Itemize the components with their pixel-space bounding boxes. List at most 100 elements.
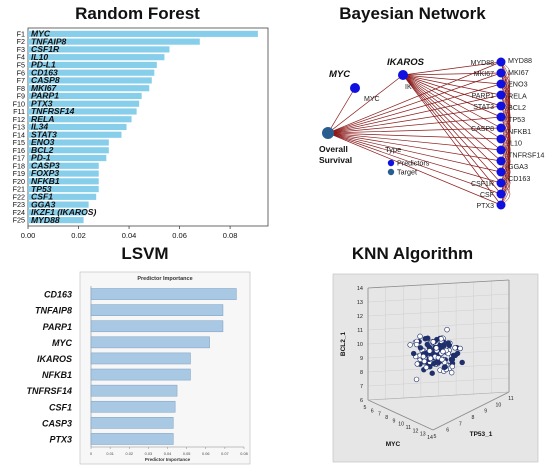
rf-bar [28, 217, 84, 224]
rf-code-label: F20 [13, 177, 25, 186]
lsvm-plot-bg [79, 271, 251, 465]
knn-point [410, 350, 417, 357]
rf-gene-label: MYD88 [31, 215, 60, 225]
rf-code-label: F18 [13, 161, 25, 170]
bn-legend-label: Target [397, 168, 417, 177]
bn-ikaros-label: IK [405, 84, 412, 91]
bn-edge [402, 74, 502, 184]
bn-node-label: PTX3 [476, 203, 494, 210]
lsvm-gene-label: TNFRSF14 [26, 386, 72, 396]
knn-tp53-tick-label: 9 [484, 409, 487, 415]
bn-predictor-node [496, 145, 506, 155]
rf-gene-label: TNFAIP8 [31, 36, 67, 46]
knn-ztick-label: 10 [357, 342, 363, 348]
knn-point [423, 364, 429, 371]
bn-edge [402, 74, 502, 140]
lsvm-chart: Predictor Importance CD163 TNFAIP8 PARP1 MYC… [26, 271, 251, 465]
bn-predictor-node [496, 112, 506, 122]
rf-code-label: F25 [13, 216, 25, 225]
knn-tp53-tick-label: 7 [459, 421, 462, 427]
lsvm-panel: LSVM Predictor Importance CD163 TNFAIP8 PAR… [0, 240, 275, 470]
rf-gene-label: BCL2 [31, 145, 54, 155]
bn-node-label: TP53 [508, 115, 525, 124]
rf-gene-label: MYC [31, 29, 51, 39]
rf-code-label: F6 [17, 68, 25, 77]
bn-edge [327, 87, 356, 134]
lsvm-bar [90, 352, 191, 365]
bn-predictor-node [496, 156, 506, 166]
bn-edge [327, 74, 404, 134]
rf-bar [28, 209, 87, 216]
rf-code-label: F10 [13, 99, 25, 108]
rf-code-label: F24 [13, 208, 25, 217]
rf-gene-label: CSF1R [31, 44, 60, 54]
lsvm-bar [90, 288, 237, 300]
rf-code-label: F15 [13, 138, 25, 147]
knn-point [427, 355, 434, 362]
knn-point [413, 376, 420, 383]
rf-gene-label: CSF1 [31, 192, 53, 202]
knn-title: KNN Algorithm [351, 244, 474, 263]
bn-node-label: MYD88 [471, 60, 494, 67]
bn-edge [402, 74, 502, 118]
lsvm-bar [90, 400, 176, 413]
rf-bar [28, 147, 109, 154]
knn-point [414, 361, 420, 367]
rf-bar [28, 38, 200, 45]
rf-gene-label: CASP3 [31, 160, 60, 170]
bn-edge [327, 132, 502, 184]
knn-xlabel: MYC [386, 441, 401, 448]
rf-code-label: F8 [17, 84, 25, 93]
rf-code-label: F13 [13, 123, 25, 132]
knn-point [452, 345, 458, 351]
lsvm-gene-label: CD163 [44, 290, 72, 300]
knn-zlabel: BCL2_1 [340, 332, 347, 357]
rf-bar [28, 30, 258, 37]
rf-xtick-label: 0.06 [172, 231, 187, 240]
bn-predictor-node [496, 101, 506, 111]
rf-bar [28, 85, 150, 92]
bayesian-network-panel: Bayesian Network MYD88 MKI67 PARP1 STAT3 CAS… [275, 0, 550, 240]
bn-edge [327, 132, 502, 206]
bn-edge [327, 105, 502, 134]
rf-gene-label: PD-1 [31, 153, 51, 163]
bn-target-label: Overall [319, 144, 348, 154]
knn-myc-tick-label: 9 [392, 418, 395, 424]
bn-edge [402, 74, 502, 151]
bn-predictor-node [496, 57, 506, 67]
rf-bar [28, 162, 99, 169]
bn-edge [402, 74, 502, 107]
knn-tp53-tick-label: 10 [495, 402, 501, 408]
bn-predictor-node [496, 178, 506, 188]
knn-myc-tick-label: 13 [420, 432, 426, 438]
rf-gene-label: CASP8 [31, 75, 60, 85]
bn-node-label: MKI67 [508, 68, 529, 77]
lsvm-xtick-label: 0.01 [106, 452, 113, 456]
bn-edge [327, 132, 502, 151]
bn-predictor-node [496, 90, 506, 100]
knn-point [439, 356, 445, 363]
rf-code-label: F11 [13, 107, 25, 116]
knn-point [450, 352, 457, 359]
rf-xtick-label: 0.08 [223, 231, 238, 240]
rf-gene-label: FOXP3 [31, 168, 59, 178]
lsvm-xtick-label: 0 [90, 452, 92, 456]
bn-node-label: CSF [480, 192, 494, 199]
knn-ztick-label: 6 [360, 398, 363, 404]
knn-panel: KNN Algorithm 6 7 8 9 10 11 12 13 14 5 6 7 8 9 10 11 12 1… [275, 240, 550, 470]
rf-bar [28, 139, 109, 146]
rf-code-label: F23 [13, 200, 25, 209]
lsvm-xtick-label: 0.02 [126, 452, 133, 456]
knn-point [459, 359, 465, 366]
lsvm-gene-label: IKAROS [37, 354, 72, 364]
lsvm-bar [90, 417, 174, 429]
knn-ztick-label: 7 [360, 384, 363, 390]
rf-bar [28, 201, 89, 208]
bn-edge [327, 132, 502, 195]
knn-ztick-label: 8 [360, 370, 363, 376]
bn-ikaros-node [398, 70, 408, 80]
bn-legend-swatch [387, 168, 395, 176]
knn-myc-tick-label: 7 [378, 412, 381, 418]
knn-tp53-tick-label: 11 [508, 396, 513, 402]
rf-bar [28, 170, 99, 177]
